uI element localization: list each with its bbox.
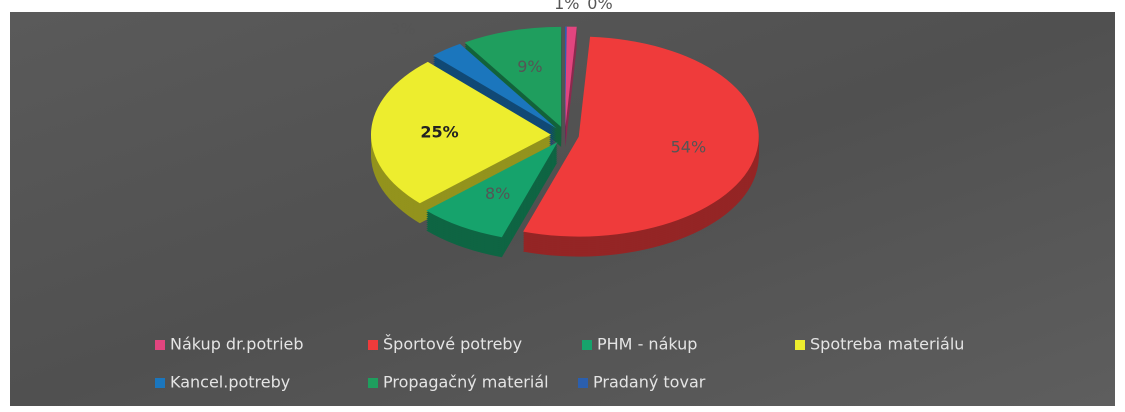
legend-swatch xyxy=(368,378,378,388)
legend-label: PHM - nákup xyxy=(597,335,697,354)
pie: 1% 54% 8% 25% 3% 9% 0% xyxy=(371,0,759,258)
legend-label: Pradaný tovar xyxy=(593,373,706,392)
data-label: 8% xyxy=(485,184,510,203)
data-label: 1% xyxy=(554,0,579,13)
data-label: 25% xyxy=(420,122,458,141)
data-label: 54% xyxy=(671,138,707,157)
data-label: 0% xyxy=(587,0,612,13)
legend-label: Propagačný materiál xyxy=(383,373,549,392)
data-label: 3% xyxy=(390,19,415,38)
slice xyxy=(565,26,577,127)
legend-swatch xyxy=(155,378,165,388)
legend: Nákup dr.potrieb Športové potreby PHM - ná… xyxy=(155,335,964,392)
slice xyxy=(371,61,552,204)
legend-swatch xyxy=(795,340,805,350)
slice xyxy=(565,26,567,127)
legend-swatch xyxy=(578,378,588,388)
slice xyxy=(523,36,759,237)
legend-label: Nákup dr.potrieb xyxy=(170,335,304,354)
legend-label: Kancel.potreby xyxy=(170,373,290,392)
legend-swatch xyxy=(582,340,592,350)
slice xyxy=(433,43,557,129)
slice xyxy=(426,142,558,238)
data-label: 9% xyxy=(517,57,542,76)
slice xyxy=(464,26,562,127)
legend-label: Športové potreby xyxy=(383,335,522,354)
legend-swatch xyxy=(368,340,378,350)
legend-swatch xyxy=(155,340,165,350)
legend-label: Spotreba materiálu xyxy=(810,335,964,354)
